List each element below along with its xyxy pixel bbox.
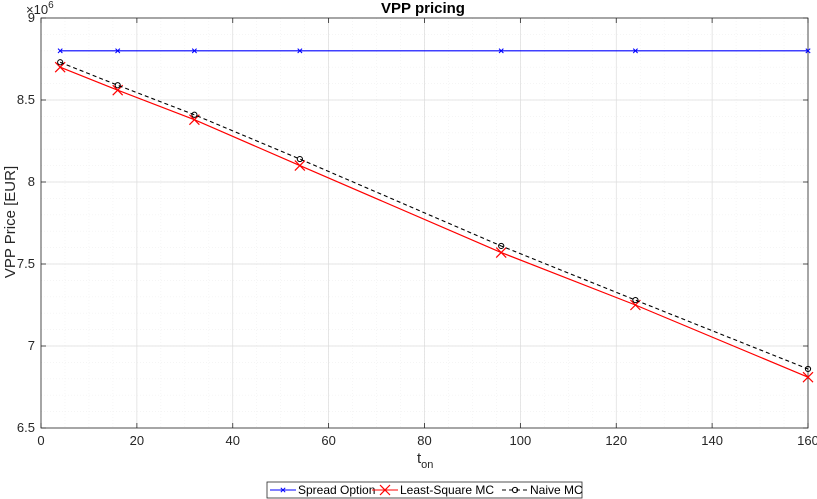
- legend-marker-least-square-mc: [379, 484, 391, 496]
- marker-stroke: [498, 48, 504, 54]
- series-layer: [54, 48, 814, 383]
- x-tick-label: 100: [510, 433, 532, 448]
- legend-marker-naive-mc: [511, 486, 519, 494]
- x-tick-label: 20: [130, 433, 144, 448]
- data-point-least-square-mc: [294, 160, 306, 172]
- x-tick-labels: 0 20 40 60 80 100 120 140 160: [37, 433, 817, 448]
- y-tick-label: 8.5: [17, 92, 35, 107]
- x-axis-label-main: t: [417, 450, 422, 467]
- x-tick-label: 60: [321, 433, 335, 448]
- x-tick-label: 40: [226, 433, 240, 448]
- data-point-spread-option: [297, 48, 303, 54]
- data-point-spread-option: [805, 48, 811, 54]
- data-point-naive-mc: [804, 365, 812, 373]
- data-point-naive-mc: [498, 242, 505, 250]
- marker-stroke: [495, 247, 507, 258]
- marker-stroke: [280, 487, 286, 493]
- legend-label-least-square-mc: Least-Square MC: [400, 483, 494, 497]
- y-axis-label: VPP Price [EUR]: [2, 166, 19, 278]
- y-tick-label: 7.5: [17, 256, 35, 271]
- series-naive-mc: [57, 59, 812, 373]
- legend-marker-symbol: [511, 486, 519, 494]
- marker-stroke: [294, 160, 306, 172]
- series-line-naive-mc: [59, 61, 809, 370]
- y-exponent-base: ×10: [26, 2, 48, 17]
- series-spread-option: [57, 48, 811, 54]
- y-exponent: ×106: [26, 0, 54, 17]
- legend-label-spread-option: Spread Option: [298, 483, 375, 497]
- y-tick-labels: 6.5 7 7.5 8 8.5 9: [17, 10, 35, 435]
- data-point-naive-mc: [114, 82, 121, 89]
- data-point-spread-option: [632, 48, 638, 54]
- legend-marker-spread-option: [280, 487, 286, 493]
- x-tick-label: 140: [701, 433, 723, 448]
- legend-entry-least-square-mc: Least-Square MC: [372, 483, 494, 497]
- y-tick-label: 9: [28, 10, 35, 25]
- legend-marker-symbol: [379, 484, 391, 496]
- x-tick-label: 160: [797, 433, 817, 448]
- data-point-least-square-mc: [495, 247, 507, 258]
- marker-stroke: [191, 48, 197, 54]
- y-exponent-power: 6: [48, 0, 54, 11]
- legend: Spread Option Least-Square MC Naive MC: [266, 481, 583, 499]
- y-tick-label: 7: [28, 338, 35, 353]
- data-point-naive-mc: [296, 155, 303, 163]
- marker-stroke: [57, 48, 63, 54]
- major-grid: [40, 17, 809, 429]
- x-tick-label: 120: [605, 433, 627, 448]
- data-point-spread-option: [57, 48, 63, 54]
- data-point-naive-mc: [191, 111, 198, 118]
- marker-stroke: [632, 48, 638, 54]
- legend-marker-symbol: [280, 487, 286, 493]
- x-tick-label: 80: [417, 433, 431, 448]
- data-point-naive-mc: [57, 59, 64, 66]
- data-point-spread-option: [498, 48, 504, 54]
- marker-stroke: [805, 48, 811, 54]
- y-tick-label: 6.5: [17, 420, 35, 435]
- data-point-spread-option: [191, 48, 197, 54]
- chart-title: VPP pricing: [381, 0, 465, 17]
- x-axis-label-subscript: on: [421, 459, 433, 471]
- data-point-naive-mc: [632, 296, 639, 304]
- series-least-square-mc: [54, 61, 814, 383]
- x-axis-label: ton: [417, 450, 433, 471]
- legend-label-naive-mc: Naive MC: [530, 483, 583, 497]
- marker-stroke: [297, 48, 303, 54]
- legend-entry-naive-mc: Naive MC: [502, 483, 583, 497]
- legend-box: [266, 481, 583, 499]
- axis-ticks: [40, 17, 809, 429]
- legend-entry-spread-option: Spread Option: [270, 483, 375, 497]
- marker-stroke: [379, 484, 391, 496]
- marker-stroke: [115, 48, 121, 54]
- data-point-spread-option: [115, 48, 121, 54]
- y-tick-label: 8: [28, 174, 35, 189]
- series-line-least-square-mc: [59, 66, 809, 378]
- marker-stroke: [802, 371, 814, 383]
- x-tick-label: 0: [37, 433, 44, 448]
- data-point-least-square-mc: [802, 371, 814, 383]
